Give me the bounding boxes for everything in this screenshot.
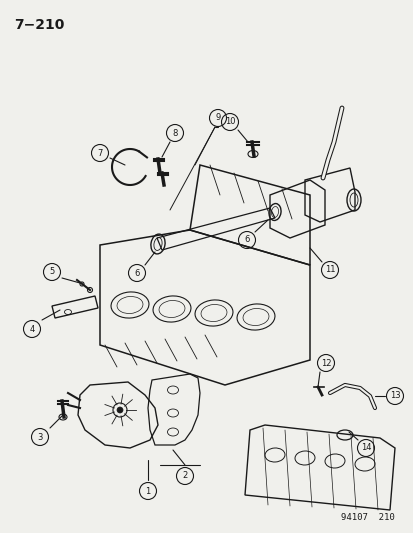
Text: 9: 9 — [215, 114, 220, 123]
Text: 94107  210: 94107 210 — [340, 513, 394, 522]
Circle shape — [117, 407, 123, 413]
Text: 2: 2 — [182, 472, 187, 481]
Text: 14: 14 — [360, 443, 370, 453]
Text: 11: 11 — [324, 265, 335, 274]
Text: 6: 6 — [244, 236, 249, 245]
Text: 12: 12 — [320, 359, 330, 367]
Text: 7: 7 — [97, 149, 102, 157]
Text: 7−210: 7−210 — [14, 18, 64, 32]
Text: 5: 5 — [49, 268, 55, 277]
Text: 6: 6 — [134, 269, 139, 278]
Text: 4: 4 — [29, 325, 35, 334]
Text: 10: 10 — [224, 117, 235, 126]
Text: 1: 1 — [145, 487, 150, 496]
Text: 8: 8 — [172, 128, 177, 138]
Text: 13: 13 — [389, 392, 399, 400]
Text: 3: 3 — [37, 432, 43, 441]
